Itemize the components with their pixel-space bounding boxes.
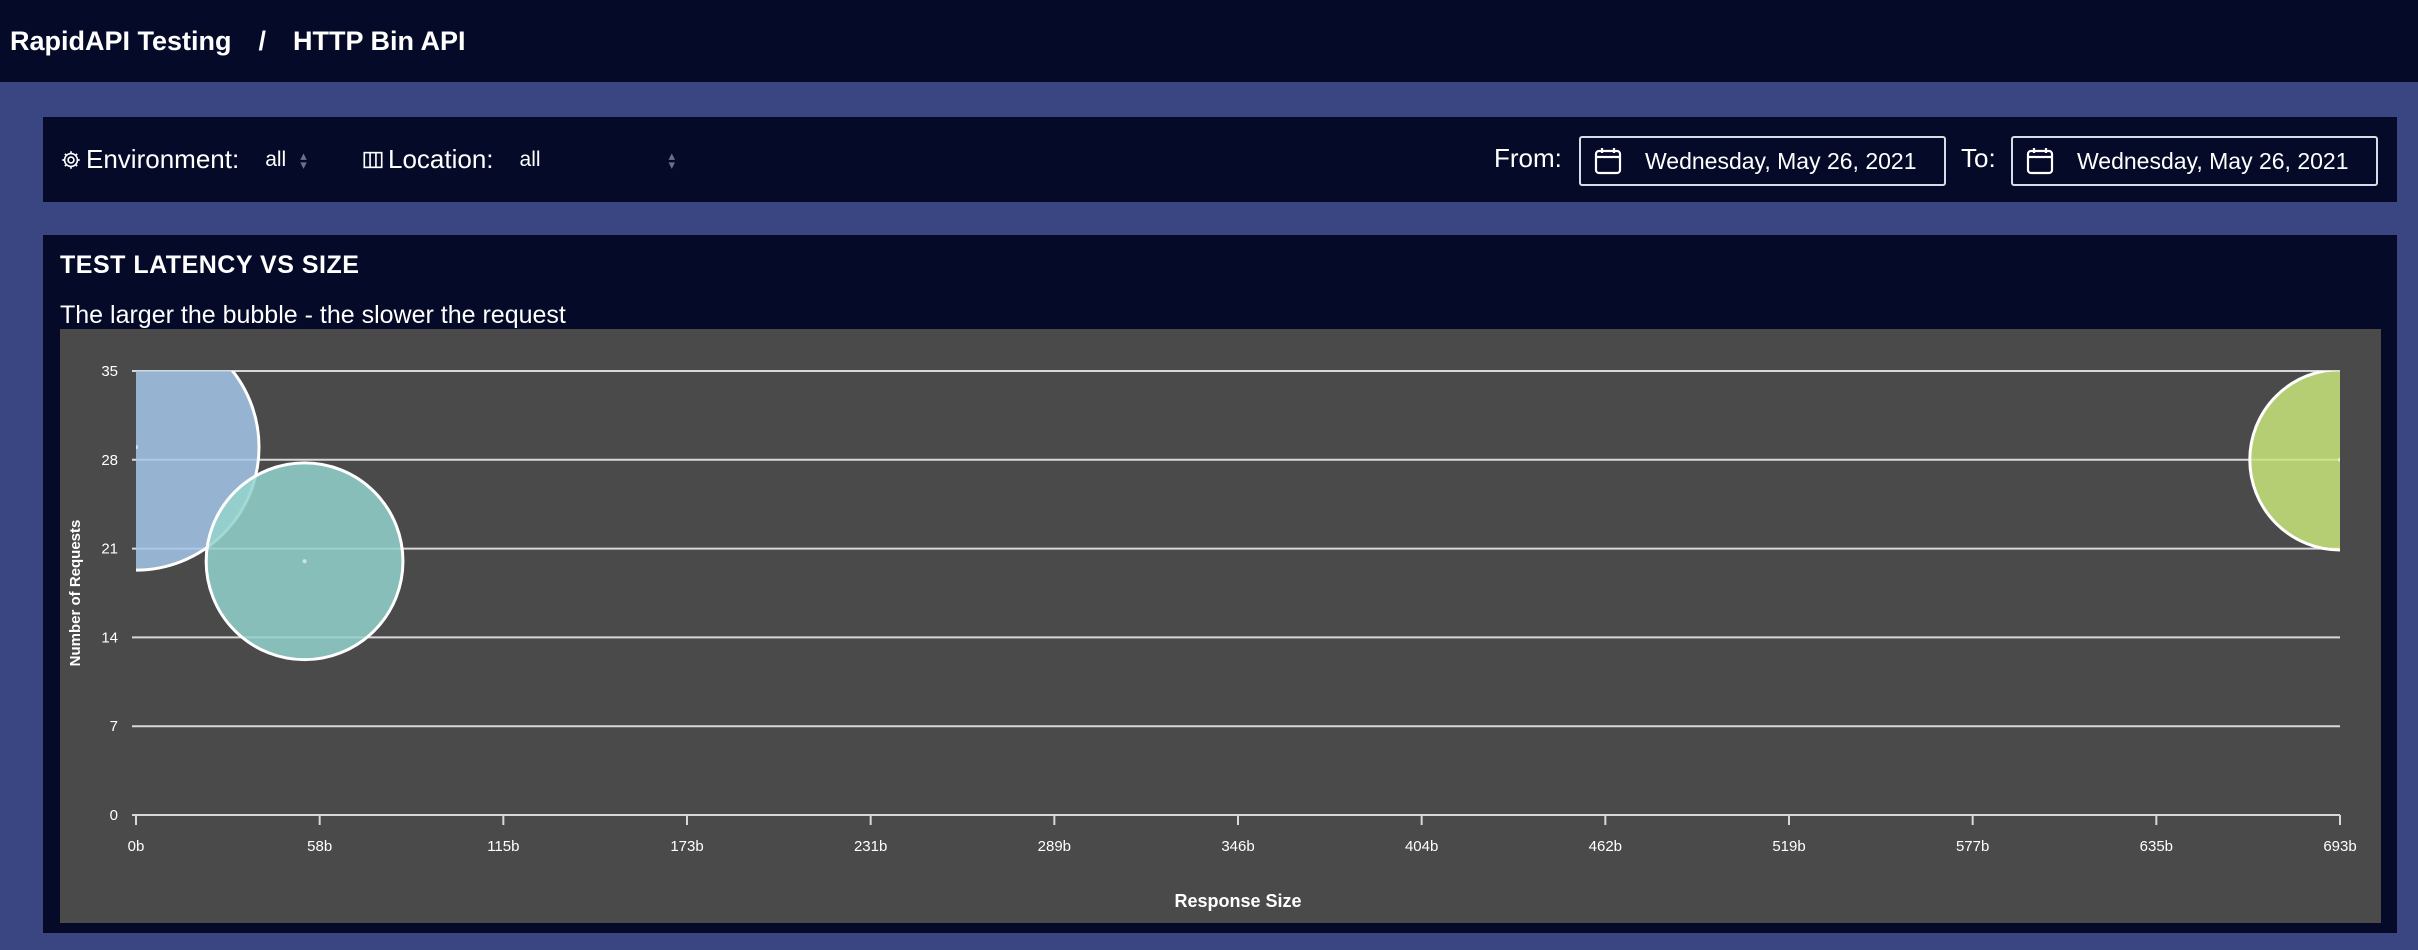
select-arrows-icon: ▴ ▾ bbox=[300, 147, 307, 172]
location-select[interactable]: all ▴ ▾ bbox=[520, 148, 676, 172]
x-tick-label: 577b bbox=[1956, 838, 1989, 855]
x-tick-label: 693b bbox=[2323, 838, 2356, 855]
y-axis-title: Number of Requests bbox=[67, 520, 84, 667]
x-tick-label: 0b bbox=[128, 838, 145, 855]
bubble-chart-svg: 0 7 14 21 28 35 0b 58b 115b 173b 231b 289b 346b 404b 4… bbox=[67, 363, 2357, 911]
panel-subtitle: The larger the bubble - the slower the r… bbox=[60, 301, 566, 329]
x-tick-label: 231b bbox=[854, 838, 887, 855]
x-tick-label: 289b bbox=[1038, 838, 1071, 855]
location-filter: Location: all ▴ ▾ bbox=[362, 117, 675, 202]
x-tick-label: 173b bbox=[670, 838, 703, 855]
to-date-picker[interactable]: Wednesday, May 26, 2021 bbox=[2011, 136, 2378, 186]
y-tick-label: 7 bbox=[110, 718, 118, 735]
x-axis-title: Response Size bbox=[1174, 891, 1301, 911]
environment-value: all bbox=[265, 147, 287, 171]
bubble-center bbox=[302, 559, 307, 564]
y-tick-label: 21 bbox=[101, 541, 118, 558]
x-tick-label: 462b bbox=[1589, 838, 1622, 855]
x-tick-label: 346b bbox=[1221, 838, 1254, 855]
y-tick-label: 0 bbox=[110, 807, 118, 824]
breadcrumb-root[interactable]: RapidAPI Testing bbox=[10, 25, 232, 56]
y-tick-label: 28 bbox=[101, 452, 118, 469]
to-label: To: bbox=[1961, 143, 1996, 173]
location-label: Location: bbox=[388, 144, 494, 174]
bubble-chart: 0 7 14 21 28 35 0b 58b 115b 173b 231b 289b 346b 404b 4… bbox=[60, 329, 2381, 923]
to-date-value: Wednesday, May 26, 2021 bbox=[2077, 147, 2349, 174]
filter-bar: Environment: all ▴ ▾ Location: all ▴ ▾ Fro… bbox=[43, 117, 2397, 202]
y-tick-label: 14 bbox=[101, 629, 118, 646]
x-tick-label: 519b bbox=[1772, 838, 1805, 855]
gear-icon bbox=[60, 149, 82, 171]
from-label: From: bbox=[1494, 143, 1562, 173]
map-icon bbox=[362, 149, 384, 171]
location-value: all bbox=[519, 147, 541, 171]
calendar-icon bbox=[2025, 146, 2077, 176]
environment-label: Environment: bbox=[86, 144, 240, 174]
top-bar: RapidAPI Testing / HTTP Bin API bbox=[0, 0, 2418, 82]
x-tick-label: 635b bbox=[2140, 838, 2173, 855]
environment-select[interactable]: all ▴ ▾ bbox=[265, 148, 307, 172]
from-date-value: Wednesday, May 26, 2021 bbox=[1645, 147, 1917, 174]
breadcrumb-separator: / bbox=[258, 25, 267, 56]
environment-filter: Environment: all ▴ ▾ bbox=[60, 117, 307, 202]
bubble-point bbox=[2248, 371, 2340, 552]
bubble-center bbox=[2338, 457, 2340, 462]
x-tick-label: 404b bbox=[1405, 838, 1438, 855]
y-tick-label: 35 bbox=[101, 363, 118, 380]
select-arrows-icon: ▴ ▾ bbox=[668, 147, 676, 172]
x-tick-label: 115b bbox=[487, 838, 519, 855]
panel-title: TEST LATENCY VS SIZE bbox=[60, 251, 360, 279]
breadcrumb-current: HTTP Bin API bbox=[293, 25, 466, 56]
from-date-picker[interactable]: Wednesday, May 26, 2021 bbox=[1579, 136, 1946, 186]
latency-size-panel: TEST LATENCY VS SIZE The larger the bubb… bbox=[43, 235, 2397, 933]
x-tick-label: 58b bbox=[307, 838, 332, 855]
calendar-icon bbox=[1593, 146, 1645, 176]
bubble-center bbox=[136, 445, 138, 450]
